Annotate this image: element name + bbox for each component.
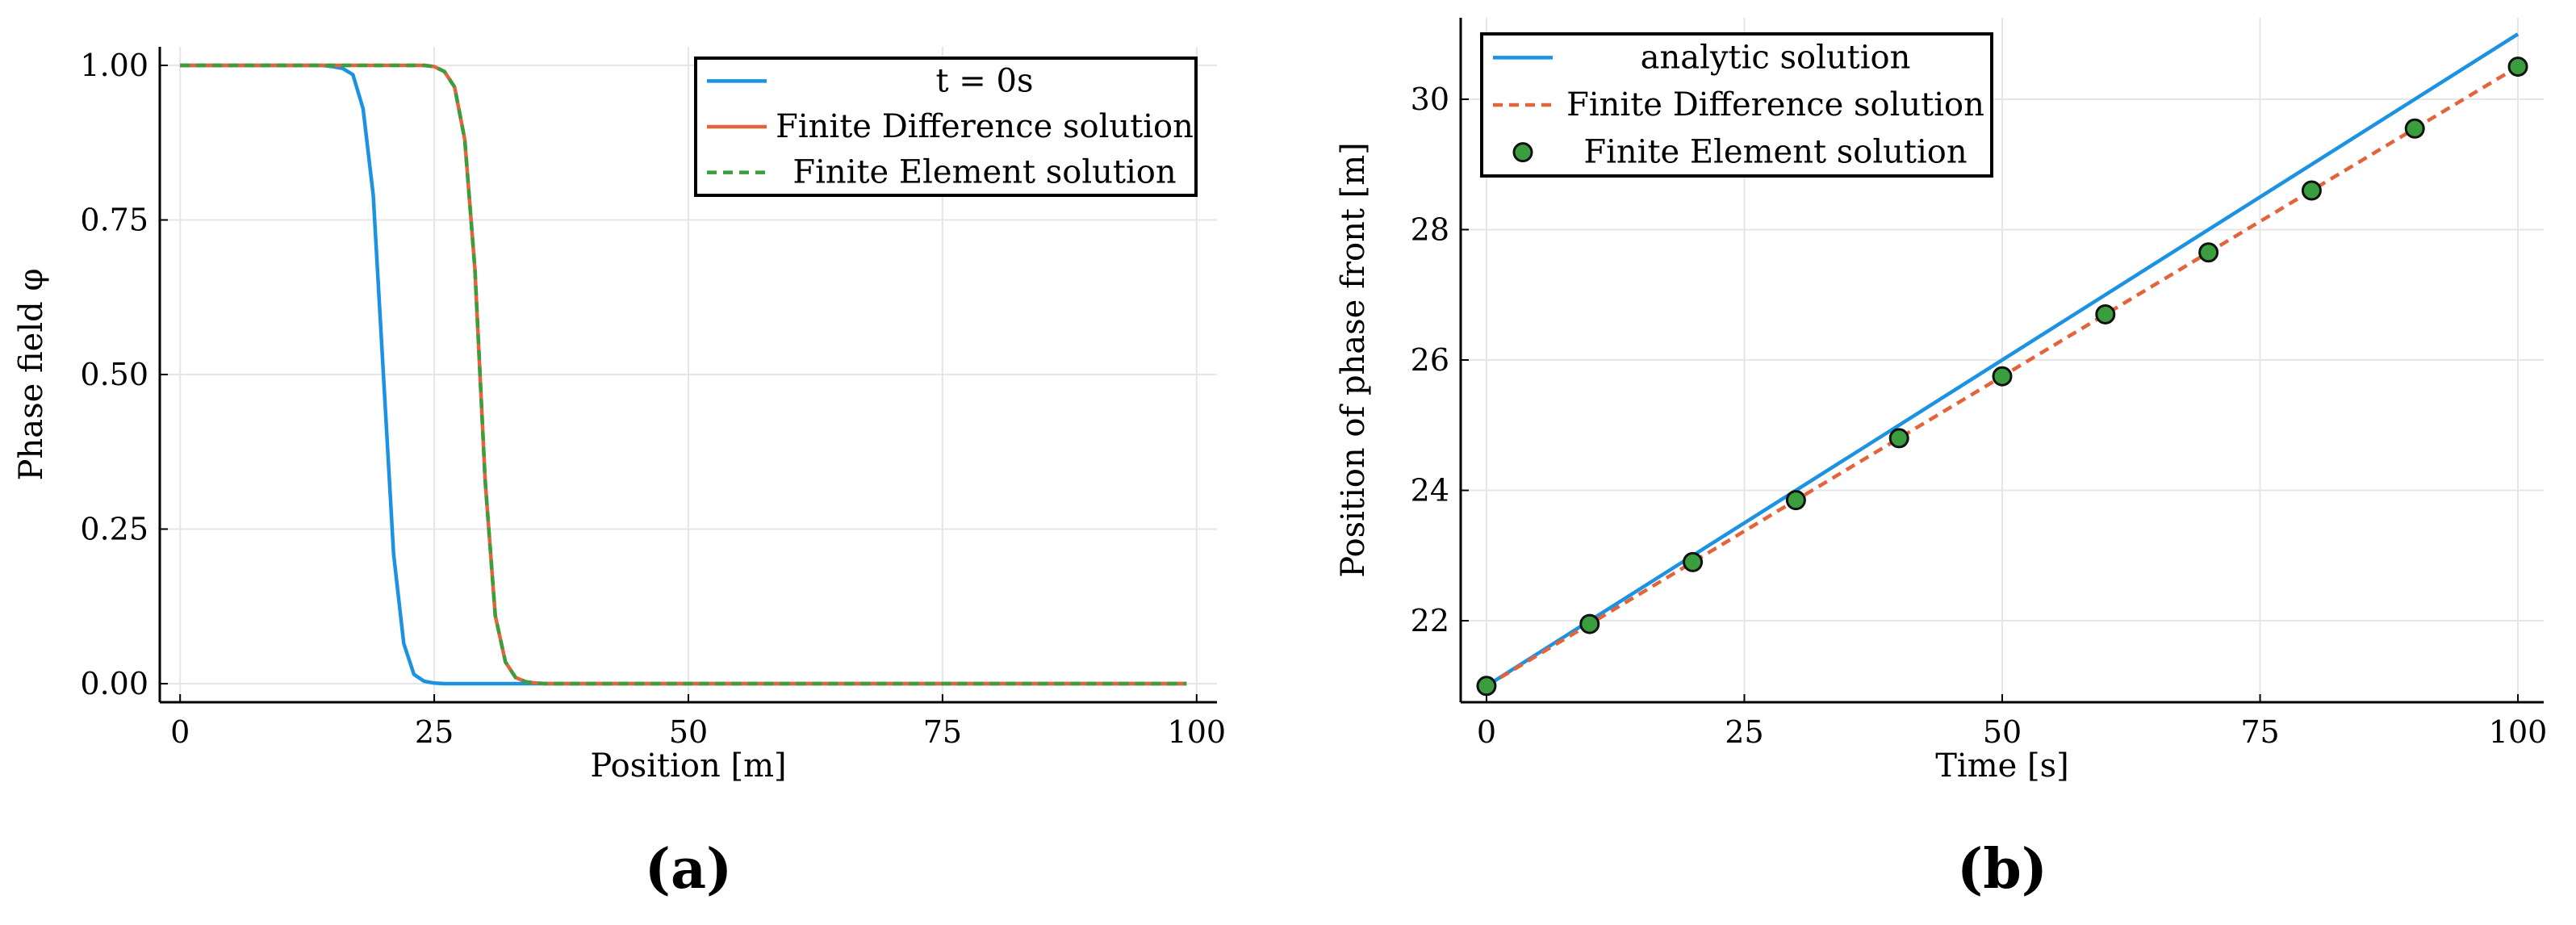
x-tick-label: 100 — [2489, 714, 2548, 750]
legend: t = 0s Finite Difference solution Finite E… — [694, 57, 1198, 197]
data-point — [1992, 366, 2013, 387]
data-point — [1785, 490, 1806, 511]
data-point — [1683, 551, 1704, 572]
x-tick-label: 75 — [923, 714, 962, 750]
legend-entry: Finite Difference solution — [1566, 86, 1984, 123]
legend: analytic solution Finite Difference solut… — [1480, 32, 1993, 178]
panel-label: (b) — [1957, 837, 2047, 902]
data-point — [2301, 180, 2322, 201]
x-tick-label: 25 — [1725, 714, 1763, 750]
legend-entry: analytic solution — [1641, 39, 1911, 76]
series-finite-element-solution — [1476, 57, 2528, 697]
y-tick-label: 24 — [1411, 473, 1449, 509]
legend-box — [1480, 32, 1993, 178]
data-point — [2507, 57, 2528, 77]
data-point — [1579, 613, 1600, 634]
x-tick-label: 25 — [415, 714, 454, 750]
legend-entry: Finite Element solution — [792, 154, 1176, 191]
x-tick-label: 50 — [669, 714, 708, 750]
y-tick-label: 30 — [1411, 82, 1449, 117]
data-point — [2095, 303, 2116, 324]
y-tick-label: 0.50 — [80, 357, 148, 392]
data-point — [2404, 118, 2425, 139]
y-tick-label: 1.00 — [80, 48, 148, 83]
y-tick-label: 22 — [1411, 603, 1449, 638]
x-axis-label: Position [m] — [590, 747, 786, 785]
plot-area — [180, 63, 1187, 686]
y-tick-label: 0.00 — [80, 666, 148, 701]
y-axis-label: Phase field φ — [13, 269, 50, 481]
plot-area — [1476, 32, 2528, 697]
chart-a: 0 25 50 75 100 0.00 0.25 0.50 0.75 1.00 Position [… — [13, 47, 1226, 902]
data-point — [2198, 242, 2219, 263]
x-tick-label: 0 — [1477, 714, 1496, 750]
legend-entry: Finite Element solution — [1583, 134, 1967, 171]
panel-label: (a) — [645, 837, 732, 902]
y-axis-label: Position of phase front [m] — [1335, 142, 1372, 578]
y-tick-label: 0.75 — [80, 202, 148, 237]
data-point — [1476, 676, 1497, 697]
legend-entry: Finite Difference solution — [776, 108, 1194, 145]
x-tick-label: 50 — [1983, 714, 2022, 750]
legend-marker — [1512, 142, 1533, 163]
y-tick-label: 28 — [1411, 211, 1449, 247]
x-axis-label: Time [s] — [1935, 747, 2069, 785]
y-tick-label: 0.25 — [80, 512, 148, 547]
series-finite-element-solution-line — [180, 63, 1187, 686]
series-t-0s-line — [180, 63, 1187, 686]
x-tick-label: 100 — [1168, 714, 1227, 750]
legend-box — [694, 57, 1198, 197]
legend-entry: t = 0s — [936, 62, 1034, 99]
x-tick-label: 75 — [2240, 714, 2279, 750]
series-analytic-solution-line — [1485, 32, 2520, 688]
x-tick-label: 0 — [170, 714, 190, 750]
chart-b: 0 25 50 75 100 22 24 26 28 30 Time [s] Position of … — [1335, 18, 2547, 902]
y-tick-label: 26 — [1411, 342, 1449, 378]
data-point — [1888, 428, 1909, 449]
